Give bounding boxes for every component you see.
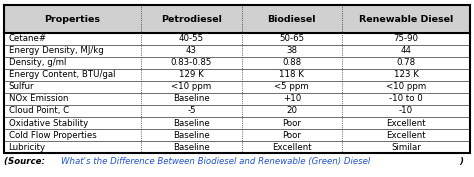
Text: ): ) [460,157,464,166]
Text: 75-90: 75-90 [393,34,419,43]
Text: -10 to 0: -10 to 0 [389,95,423,103]
Bar [4,117,470,129]
Text: 38: 38 [286,46,297,55]
Text: (Source:: (Source: [4,157,48,166]
Text: Baseline: Baseline [173,143,210,152]
Text: 50-65: 50-65 [279,34,304,43]
Text: Density, g/ml: Density, g/ml [9,58,66,67]
Text: Baseline: Baseline [173,95,210,103]
Text: 20: 20 [286,107,297,115]
Bar [4,129,470,141]
Bar [4,5,470,153]
Text: Excellent: Excellent [386,119,426,127]
Text: 0.88: 0.88 [282,58,301,67]
Bar [4,93,470,105]
Text: Excellent: Excellent [386,131,426,139]
Bar [342,5,470,33]
Text: Poor: Poor [283,119,301,127]
Text: Energy Content, BTU/gal: Energy Content, BTU/gal [9,70,115,79]
Text: 40-55: 40-55 [179,34,204,43]
Text: Excellent: Excellent [272,143,311,152]
Text: Sulfur: Sulfur [9,82,34,91]
Text: Cetane#: Cetane# [9,34,46,43]
Text: Cloud Point, C: Cloud Point, C [9,107,69,115]
Text: +10: +10 [283,95,301,103]
Bar [4,5,141,33]
Text: 129 K: 129 K [179,70,204,79]
Text: Similar: Similar [391,143,421,152]
Text: What's the Difference Between Biodiesel and Renewable (Green) Diesel: What's the Difference Between Biodiesel … [61,157,370,166]
Text: <10 ppm: <10 ppm [172,82,212,91]
Text: Renewable Diesel: Renewable Diesel [359,15,453,24]
Bar [4,33,470,45]
Bar [4,105,470,117]
Text: 0.83-0.85: 0.83-0.85 [171,58,212,67]
Text: Energy Density, MJ/kg: Energy Density, MJ/kg [9,46,103,55]
Text: 118 K: 118 K [279,70,304,79]
Bar [4,81,470,93]
Text: Cold Flow Properties: Cold Flow Properties [9,131,96,139]
Text: -10: -10 [399,107,413,115]
Text: -5: -5 [187,107,196,115]
Text: NOx Emission: NOx Emission [9,95,68,103]
Text: Properties: Properties [45,15,100,24]
Text: Biodiesel: Biodiesel [267,15,316,24]
Text: <5 ppm: <5 ppm [274,82,309,91]
Text: Oxidative Stability: Oxidative Stability [9,119,88,127]
Bar [4,45,470,57]
Text: Petrodiesel: Petrodiesel [161,15,222,24]
Text: 0.78: 0.78 [397,58,416,67]
Text: Baseline: Baseline [173,131,210,139]
Text: Baseline: Baseline [173,119,210,127]
Text: 44: 44 [401,46,411,55]
Bar [242,5,342,33]
Bar [4,69,470,81]
Text: 123 K: 123 K [393,70,419,79]
Bar [141,5,242,33]
Text: Lubricity: Lubricity [9,143,46,152]
Bar [4,141,470,153]
Text: Poor: Poor [283,131,301,139]
Text: 43: 43 [186,46,197,55]
Text: <10 ppm: <10 ppm [386,82,426,91]
Bar [4,57,470,69]
